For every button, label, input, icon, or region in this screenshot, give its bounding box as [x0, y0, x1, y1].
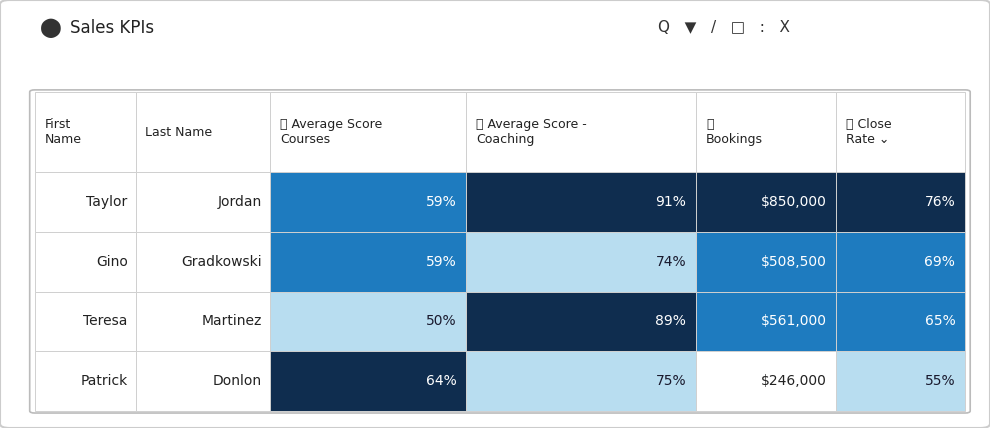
Text: 75%: 75%	[655, 374, 686, 388]
Text: Martinez: Martinez	[202, 315, 262, 328]
Text: First
Name: First Name	[45, 118, 81, 146]
Text: Patrick: Patrick	[80, 374, 128, 388]
Text: ⏱ Average Score
Courses: ⏱ Average Score Courses	[280, 118, 382, 146]
Text: 65%: 65%	[925, 315, 955, 328]
Text: 59%: 59%	[426, 195, 456, 209]
Text: $246,000: $246,000	[760, 374, 827, 388]
Text: ⏱ Average Score -
Coaching: ⏱ Average Score - Coaching	[476, 118, 587, 146]
Text: Taylor: Taylor	[86, 195, 128, 209]
Text: Donlon: Donlon	[213, 374, 262, 388]
Text: 59%: 59%	[426, 255, 456, 269]
Text: Q   ▼   /   □   :   X: Q ▼ / □ : X	[658, 20, 790, 36]
Text: 91%: 91%	[655, 195, 686, 209]
Text: 55%: 55%	[925, 374, 955, 388]
Text: Last Name: Last Name	[146, 126, 213, 139]
Text: $561,000: $561,000	[760, 315, 827, 328]
Text: 50%: 50%	[426, 315, 456, 328]
Text: $850,000: $850,000	[760, 195, 827, 209]
Text: 74%: 74%	[655, 255, 686, 269]
Text: 89%: 89%	[655, 315, 686, 328]
Text: ⬤: ⬤	[40, 18, 61, 38]
Text: 69%: 69%	[925, 255, 955, 269]
Text: Gino: Gino	[96, 255, 128, 269]
Text: Teresa: Teresa	[83, 315, 128, 328]
Text: ⏱ Close
Rate ⌄: ⏱ Close Rate ⌄	[846, 118, 892, 146]
Text: Jordan: Jordan	[218, 195, 262, 209]
Text: 76%: 76%	[925, 195, 955, 209]
Text: Sales KPIs: Sales KPIs	[70, 19, 154, 37]
Text: $508,500: $508,500	[760, 255, 827, 269]
Text: Gradkowski: Gradkowski	[181, 255, 262, 269]
Text: 64%: 64%	[426, 374, 456, 388]
Text: ⏱
Bookings: ⏱ Bookings	[706, 118, 763, 146]
